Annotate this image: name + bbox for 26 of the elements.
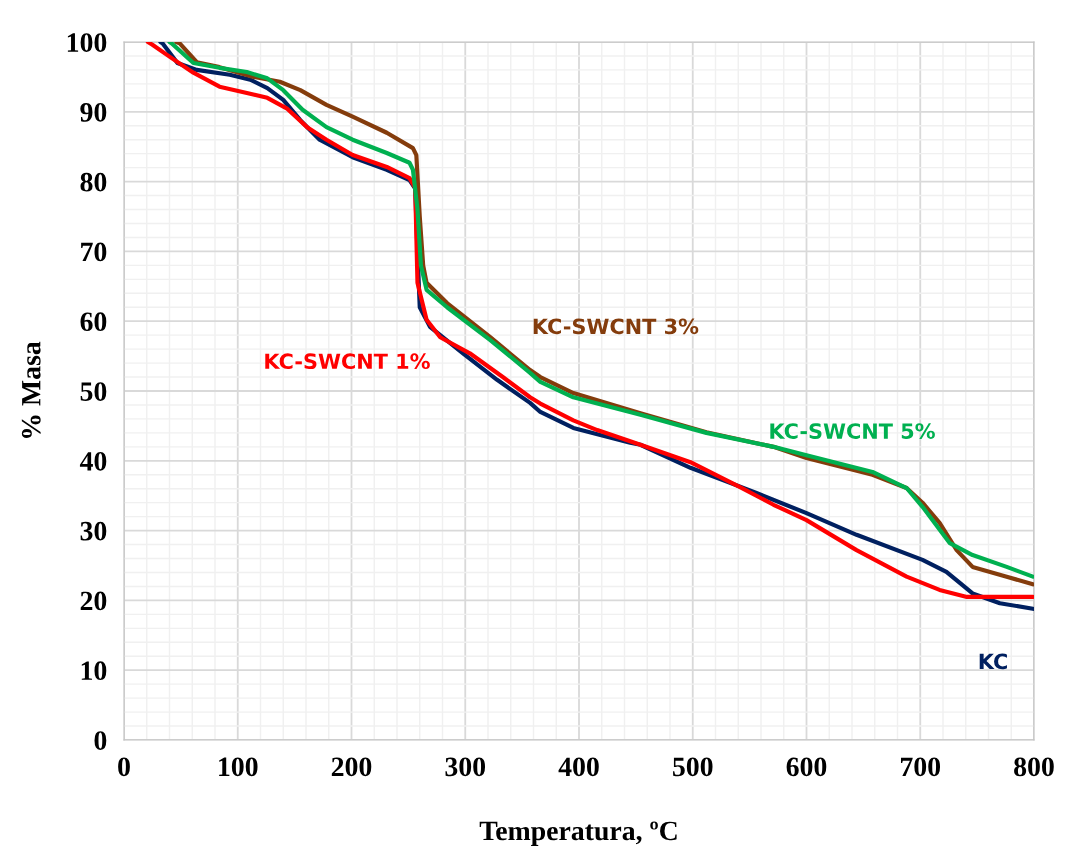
- x-tick-label: 0: [118, 757, 130, 777]
- x-tick-label: 200: [331, 757, 372, 777]
- x-tick-label: 800: [1014, 757, 1054, 777]
- y-axis-title: % Masa: [21, 341, 41, 438]
- series-label: KC-SWCNT 3%: [533, 318, 699, 335]
- y-tick-label: 80: [80, 172, 107, 192]
- x-axis-title: Temperatura, ºC: [479, 821, 677, 846]
- y-tick-label: 50: [80, 382, 107, 401]
- x-tick-label: 400: [558, 757, 599, 777]
- y-tick-label: 30: [80, 521, 107, 541]
- series-label: KC-SWCNT 1%: [265, 353, 430, 370]
- y-tick-label: 0: [94, 731, 107, 750]
- y-tick-label: 100: [67, 33, 107, 52]
- x-tick-label: 700: [901, 757, 941, 777]
- x-tick-label: 300: [445, 757, 486, 777]
- y-tick-label: 60: [80, 312, 107, 332]
- series-label: KC-SWCNT 5%: [770, 423, 935, 439]
- y-tick-label: 10: [81, 661, 107, 681]
- y-tick-label: 20: [80, 591, 107, 611]
- y-tick-label: 40: [79, 451, 107, 471]
- y-tick-label: 70: [81, 242, 107, 262]
- x-tick-label: 600: [786, 757, 827, 777]
- text: KC: [979, 653, 1007, 670]
- x-tick-label: 100: [219, 757, 258, 777]
- y-tick-label: 90: [80, 102, 107, 122]
- x-tick-label: 500: [673, 757, 713, 777]
